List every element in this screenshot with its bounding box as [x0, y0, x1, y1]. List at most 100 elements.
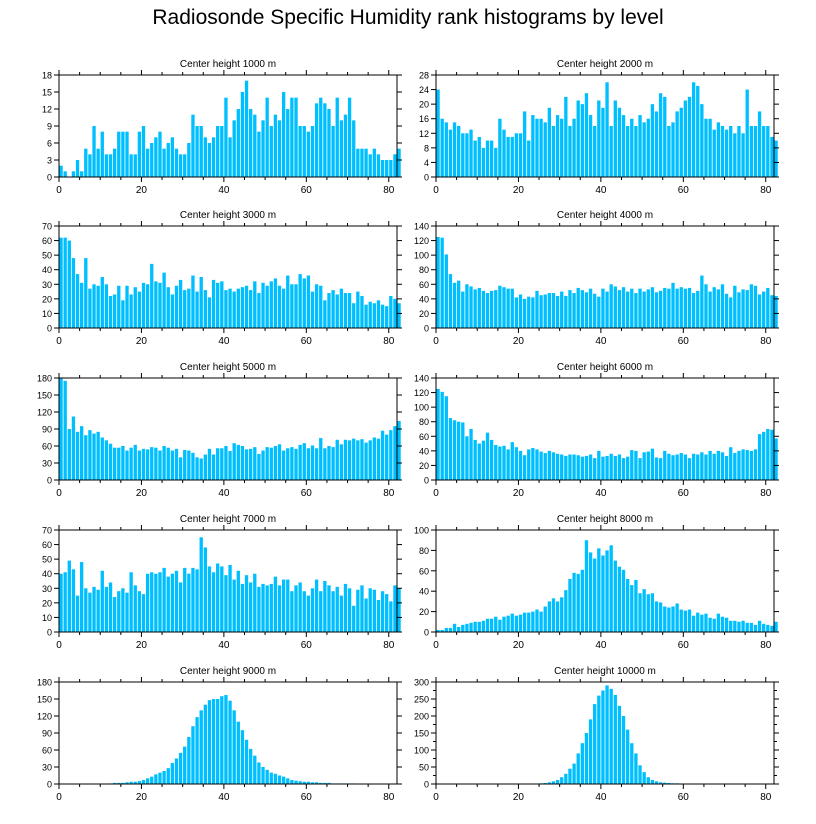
bar [663, 606, 667, 632]
bar [277, 285, 282, 328]
bar [617, 107, 622, 177]
bar [658, 458, 663, 480]
bar [729, 447, 733, 480]
bar [104, 586, 109, 632]
bar [150, 447, 154, 480]
bar [129, 294, 133, 328]
bar [774, 295, 778, 328]
bar [609, 284, 613, 328]
bar [298, 781, 302, 784]
bar [580, 743, 584, 784]
bar [514, 297, 519, 328]
bar [261, 282, 265, 328]
bar [63, 237, 67, 328]
y-tick-label: 20 [42, 598, 52, 608]
bar [352, 303, 356, 328]
bar [220, 281, 224, 328]
x-tick-label: 60 [301, 185, 313, 196]
bar [323, 448, 327, 480]
x-tick-label: 40 [595, 488, 607, 499]
bar [331, 290, 335, 328]
bar [170, 450, 175, 480]
bar [360, 148, 364, 177]
bar [658, 602, 663, 632]
bar [335, 97, 339, 177]
bar [576, 287, 580, 328]
x-tick-label: 60 [301, 640, 313, 651]
bar [154, 573, 158, 632]
bar [104, 154, 109, 177]
x-tick-label: 40 [595, 792, 607, 803]
bar [100, 437, 104, 480]
bar [547, 782, 552, 784]
bar [551, 126, 556, 177]
bar [232, 443, 236, 480]
x-tick-label: 80 [760, 640, 772, 651]
y-tick-label: 60 [419, 566, 429, 576]
bar [539, 295, 543, 328]
bar [133, 287, 137, 328]
bar [601, 555, 605, 632]
bar [580, 290, 584, 328]
bar [531, 611, 535, 632]
bar [609, 545, 613, 632]
bar [477, 287, 481, 328]
bar [613, 286, 617, 328]
bar [720, 452, 725, 480]
bar [162, 148, 166, 177]
bar [166, 143, 170, 177]
panel-title: Center height 7000 m [180, 514, 276, 525]
bar [452, 420, 457, 480]
bar [364, 148, 368, 177]
bar [385, 160, 389, 177]
y-tick-label: 30 [42, 459, 52, 469]
bar [716, 122, 721, 177]
bar [461, 291, 465, 328]
bar [273, 114, 278, 177]
bar [290, 284, 294, 328]
bar [572, 572, 576, 632]
bar [518, 450, 523, 480]
bar [502, 616, 506, 632]
y-tick-label: 90 [42, 425, 52, 435]
bar [71, 569, 76, 632]
x-tick-label: 60 [678, 185, 690, 196]
bar [593, 126, 597, 177]
bar [716, 289, 721, 328]
bar [385, 306, 389, 328]
bar [88, 288, 92, 328]
bar [158, 450, 162, 480]
bar [741, 289, 745, 328]
bar [605, 291, 609, 328]
bar [555, 115, 560, 177]
bar [286, 275, 290, 328]
bar [137, 131, 142, 177]
bar [63, 171, 67, 177]
bar [121, 131, 125, 177]
x-tick-label: 0 [56, 640, 62, 651]
bar [240, 730, 245, 784]
y-tick-label: 90 [42, 729, 52, 739]
x-tick-label: 40 [218, 640, 230, 651]
bar [356, 148, 360, 177]
bar [228, 700, 232, 784]
bar [137, 591, 142, 632]
histogram-panel-7: Center height 7000 m 0 20 40 60 80 0 10 20 30 40 50… [42, 514, 402, 651]
bar [141, 282, 146, 328]
bar [704, 454, 708, 480]
bar [667, 288, 671, 328]
bar [539, 611, 543, 632]
bar [339, 120, 344, 177]
bar [364, 442, 368, 480]
bar [261, 450, 265, 480]
plot-frame [435, 225, 775, 329]
bar [646, 777, 650, 784]
bar [638, 288, 642, 328]
bar [436, 629, 440, 632]
bar [547, 107, 552, 177]
bar [183, 449, 187, 480]
y-tick-label: 9 [47, 122, 52, 132]
bar [380, 304, 385, 328]
bar [203, 704, 207, 784]
bar [261, 583, 265, 632]
